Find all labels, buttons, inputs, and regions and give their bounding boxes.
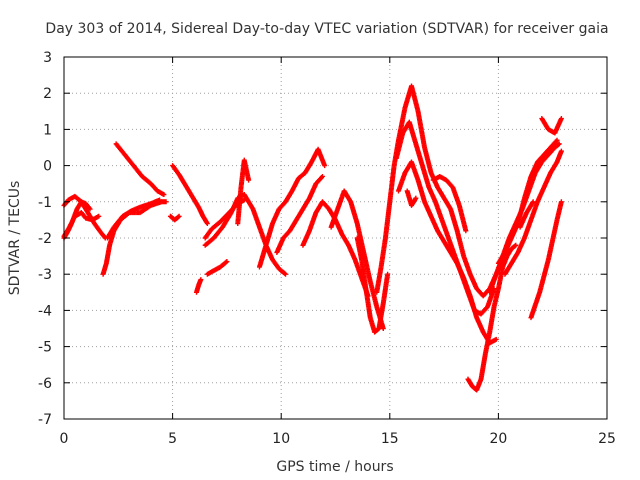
series-arc-21 [395, 159, 499, 346]
y-tick-labels: 3 2 1 0 -1 -2 -3 -4 -5 -6 -7 [38, 50, 52, 428]
y-tick-label: 0 [43, 159, 52, 175]
series-arc-10 [204, 259, 230, 277]
series-arc-26 [495, 137, 560, 266]
data-point [87, 206, 93, 212]
series-arc-23 [430, 173, 469, 234]
data-point [319, 173, 325, 179]
y-tick-label: -3 [38, 267, 52, 283]
y-tick-label: -4 [38, 303, 52, 319]
data-point [380, 326, 386, 331]
data-point [198, 277, 204, 283]
data-point [282, 270, 288, 276]
data-point [558, 116, 564, 122]
data-marks [61, 83, 564, 393]
data-point [556, 141, 562, 147]
data-point [322, 163, 328, 169]
data-point [283, 271, 289, 277]
series-arc-20 [393, 119, 497, 317]
series-arc-6 [113, 141, 167, 198]
x-tick-label: 25 [598, 431, 616, 447]
x-tick-label: 10 [272, 431, 290, 447]
data-point [385, 271, 391, 277]
data-point [157, 197, 163, 203]
x-tick-label: 5 [168, 431, 177, 447]
y-tick-label: -6 [38, 376, 52, 392]
y-tick-label: -1 [38, 195, 52, 211]
series-arc-12 [202, 192, 289, 277]
series-arc-9 [193, 277, 204, 295]
series-arc-17 [328, 188, 386, 331]
series-arc-18 [354, 235, 391, 335]
data-point [223, 259, 229, 265]
series-arc-14 [256, 146, 328, 270]
data-point [176, 213, 182, 219]
y-tick-label: 2 [43, 86, 52, 102]
data-point [246, 177, 252, 183]
y-tick-label: -2 [38, 231, 52, 247]
series-arc-30 [539, 116, 564, 136]
data-point [555, 142, 561, 148]
data-point [413, 195, 419, 201]
x-axis-label: GPS time / hours [276, 459, 393, 475]
data-point [96, 213, 102, 219]
x-tick-labels: 0 5 10 15 20 25 [60, 431, 616, 447]
series-arc-7 [170, 163, 210, 227]
data-point [530, 199, 536, 205]
x-tick-label: 20 [489, 431, 507, 447]
x-tick-label: 0 [60, 431, 69, 447]
chart-title: Day 303 of 2014, Sidereal Day-to-day VTE… [45, 21, 608, 37]
data-point [175, 214, 181, 220]
data-point [161, 192, 167, 198]
x-tick-label: 15 [381, 431, 399, 447]
series-arc-29 [528, 199, 564, 321]
data-point [512, 243, 518, 249]
axis-ticks [63, 56, 608, 420]
series-arc-28 [517, 199, 536, 230]
data-point [224, 259, 230, 265]
y-tick-label: -7 [38, 412, 52, 428]
data-point [513, 242, 519, 248]
series-arc-22 [404, 188, 419, 208]
series-arc-3 [61, 210, 102, 239]
series-arc-8 [167, 213, 182, 223]
series-arc-19 [374, 83, 506, 299]
y-tick-label: 3 [43, 50, 52, 66]
series-arc-13 [235, 157, 252, 227]
data-point [558, 148, 564, 154]
data-point [558, 199, 564, 205]
series-arc-5 [104, 197, 163, 241]
data-point [493, 336, 499, 342]
data-point [204, 221, 210, 227]
data-point [463, 228, 469, 234]
y-tick-label: 1 [43, 122, 52, 138]
y-axis-label: SDTVAR / TECUs [7, 181, 23, 296]
y-tick-label: -5 [38, 340, 52, 356]
data-point [554, 137, 560, 143]
data-point [163, 199, 169, 205]
series-arc-27 [502, 148, 564, 277]
series-arc-15 [274, 173, 325, 255]
